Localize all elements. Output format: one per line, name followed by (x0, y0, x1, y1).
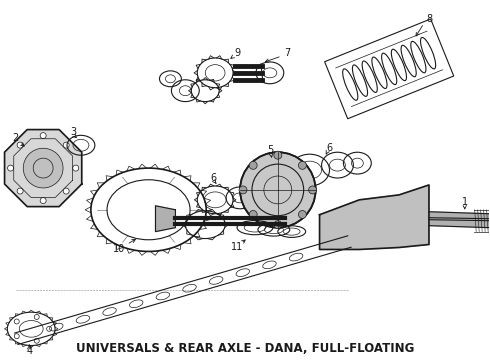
Text: 1: 1 (462, 197, 468, 207)
Circle shape (17, 142, 23, 148)
Text: 6: 6 (326, 143, 333, 153)
Circle shape (40, 132, 46, 139)
Text: 11: 11 (231, 243, 243, 252)
Circle shape (63, 188, 69, 194)
Circle shape (17, 188, 23, 194)
Circle shape (298, 161, 306, 169)
Text: UNIVERSALS & REAR AXLE - DANA, FULL-FLOATING: UNIVERSALS & REAR AXLE - DANA, FULL-FLOA… (76, 342, 414, 355)
Text: 6: 6 (210, 173, 216, 183)
Circle shape (73, 165, 79, 171)
Text: 7: 7 (285, 48, 291, 58)
Circle shape (7, 165, 14, 171)
Polygon shape (4, 130, 82, 207)
Text: 4: 4 (26, 346, 32, 356)
Circle shape (63, 142, 69, 148)
Text: 8: 8 (426, 14, 432, 24)
Text: 2: 2 (12, 133, 19, 143)
Circle shape (309, 186, 317, 194)
Text: 5: 5 (267, 145, 273, 155)
Circle shape (239, 186, 247, 194)
Circle shape (40, 198, 46, 203)
Circle shape (298, 211, 306, 219)
Circle shape (274, 151, 282, 159)
Polygon shape (429, 212, 489, 228)
Polygon shape (319, 185, 429, 249)
Polygon shape (155, 206, 175, 231)
Circle shape (23, 148, 63, 188)
Text: 3: 3 (70, 127, 76, 138)
Circle shape (249, 161, 257, 169)
Circle shape (274, 221, 282, 229)
Text: 10: 10 (113, 244, 125, 255)
Circle shape (240, 152, 316, 228)
Circle shape (249, 211, 257, 219)
Text: 9: 9 (234, 48, 240, 58)
